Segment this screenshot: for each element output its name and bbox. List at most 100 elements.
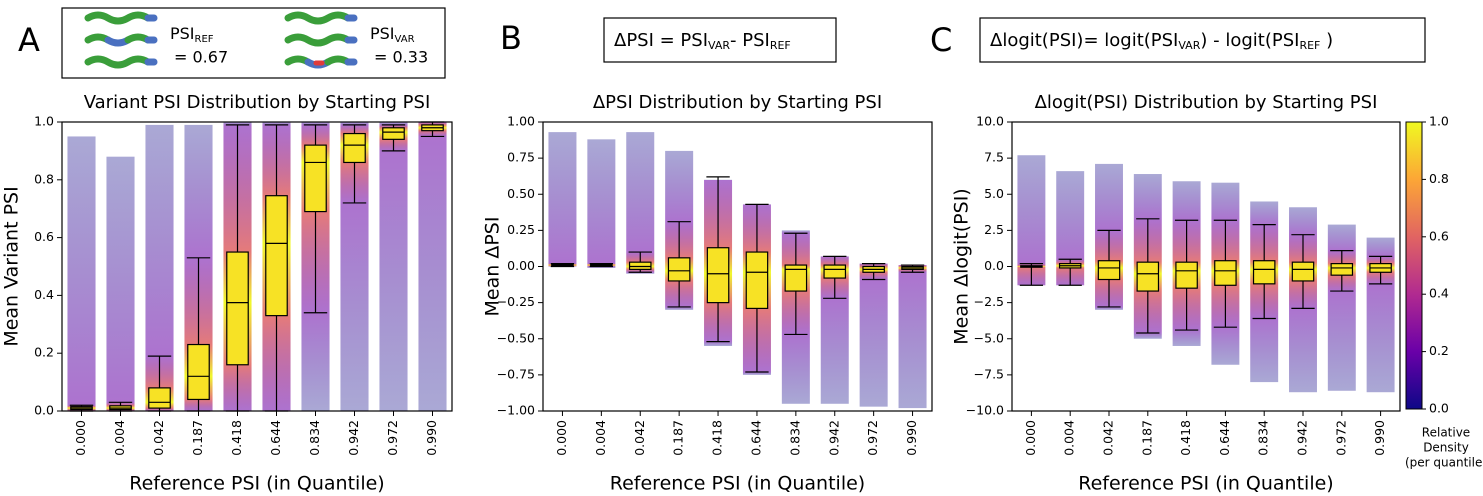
box	[1291, 261, 1315, 282]
x-tick-label: 0.004	[1062, 420, 1077, 456]
formula-subscript: VAR	[1178, 39, 1200, 52]
box	[265, 195, 288, 317]
x-tick-label: 0.972	[1333, 420, 1348, 456]
colorbar	[1405, 121, 1423, 410]
y-tick-label: 7.5	[984, 150, 1004, 165]
key-value: = 0.33	[374, 48, 428, 67]
x-tick-label: 0.644	[1217, 420, 1232, 456]
y-tick-label: 0.0	[34, 403, 54, 418]
y-tick-label: 0.00	[507, 258, 535, 273]
panel-letter: A	[18, 21, 40, 59]
key-value: = 0.67	[174, 48, 228, 67]
x-tick-label: 0.004	[112, 420, 127, 456]
y-axis-label: Mean ΔPSI	[482, 217, 504, 317]
formula-text: )	[1320, 30, 1333, 51]
key-subscript: REF	[195, 34, 214, 45]
x-tick-label: 0.834	[307, 420, 322, 456]
box	[382, 127, 405, 140]
formula-text: - PSI	[730, 30, 770, 51]
box	[823, 264, 847, 279]
point-cloud	[67, 136, 96, 411]
panel-letter: C	[930, 21, 952, 59]
y-tick-label: 1.0	[34, 114, 54, 129]
key-text: PSI	[170, 24, 195, 43]
box	[745, 251, 769, 310]
y-tick-label: 0.75	[507, 150, 535, 165]
formula-subscript: VAR	[708, 39, 730, 52]
colorbar-tick-label: 0.6	[1429, 228, 1449, 243]
y-axis-label: Mean Δlogit(PSI)	[951, 188, 973, 344]
x-tick-label: 0.942	[1295, 420, 1310, 456]
box	[706, 247, 730, 304]
y-tick-label: −0.50	[497, 330, 535, 345]
y-tick-label: −0.25	[497, 294, 535, 309]
y-tick-label: 10.0	[976, 114, 1004, 129]
formula-text: ) - logit(PSI	[1200, 30, 1299, 51]
box	[784, 264, 808, 292]
key-label: PSIVAR	[370, 24, 415, 46]
key-subscript: VAR	[395, 34, 415, 45]
box	[1214, 260, 1237, 286]
point-cloud	[106, 156, 135, 411]
y-tick-label: −2.5	[974, 294, 1004, 309]
key-box	[61, 7, 446, 79]
key-text: PSI	[370, 24, 395, 43]
colorbar-label: Relative	[1422, 426, 1470, 440]
formula-box	[979, 17, 1426, 63]
box	[148, 387, 171, 409]
chart-title: Variant PSI Distribution by Starting PSI	[84, 92, 431, 113]
point-cloud	[859, 263, 888, 407]
x-tick-label: 0.042	[632, 420, 647, 456]
plot-frame	[61, 121, 453, 412]
formula-text: ΔPSI = PSI	[614, 30, 708, 51]
x-tick-label: 0.990	[424, 420, 439, 456]
box	[1252, 260, 1276, 285]
y-tick-label: −5.0	[974, 330, 1004, 345]
x-tick-label: 0.000	[73, 420, 88, 456]
plot-frame	[542, 121, 933, 412]
y-tick-label: 5.0	[984, 186, 1004, 201]
point-cloud	[898, 265, 927, 409]
x-tick-label: 0.942	[826, 420, 841, 456]
box	[187, 343, 210, 401]
formula: ΔPSI = PSIVAR- PSIREF	[614, 30, 791, 52]
colorbar-tick-label: 0.8	[1429, 171, 1449, 186]
colorbar-tick-label: 1.0	[1429, 114, 1449, 129]
x-tick-label: 0.942	[346, 420, 361, 456]
x-tick-label: 0.187	[190, 420, 205, 456]
x-tick-label: 0.000	[1023, 420, 1038, 456]
formula-subscript: REF	[770, 39, 791, 52]
y-tick-label: −1.00	[497, 403, 535, 418]
point-cloud	[548, 132, 577, 267]
box	[304, 144, 327, 213]
panel-letter: B	[500, 19, 522, 57]
x-tick-label: 0.644	[268, 420, 283, 456]
x-tick-label: 0.187	[671, 420, 686, 456]
y-tick-label: 1.00	[507, 114, 535, 129]
point-cloud	[1327, 224, 1356, 391]
x-tick-label: 0.187	[1139, 420, 1154, 456]
x-tick-label: 0.644	[748, 420, 763, 456]
y-tick-label: 0.4	[34, 287, 54, 302]
isoform-icons	[84, 11, 358, 69]
colorbar-label: (per quantile)	[1405, 456, 1483, 470]
formula-text: Δlogit(PSI)= logit(PSI	[990, 30, 1178, 51]
y-tick-label: 2.5	[984, 222, 1004, 237]
y-tick-label: 0.8	[34, 171, 54, 186]
x-tick-label: 0.418	[229, 420, 244, 456]
colorbar-tick-label: 0.0	[1429, 401, 1449, 416]
y-tick-label: 0.50	[507, 186, 535, 201]
x-axis-label: Reference PSI (in Quantile)	[610, 473, 865, 495]
x-tick-label: 0.042	[1101, 420, 1116, 456]
y-tick-label: −10.0	[966, 403, 1004, 418]
point-cloud	[379, 122, 408, 411]
x-tick-label: 0.418	[1178, 420, 1193, 456]
formula-subscript: REF	[1299, 39, 1320, 52]
formula: Δlogit(PSI)= logit(PSIVAR) - logit(PSIRE…	[990, 30, 1333, 52]
colorbar-tick-label: 0.4	[1429, 286, 1449, 301]
x-tick-label: 0.972	[865, 420, 880, 456]
x-tick-label: 0.834	[787, 420, 802, 456]
box	[667, 257, 691, 282]
y-tick-label: 0.25	[507, 222, 535, 237]
